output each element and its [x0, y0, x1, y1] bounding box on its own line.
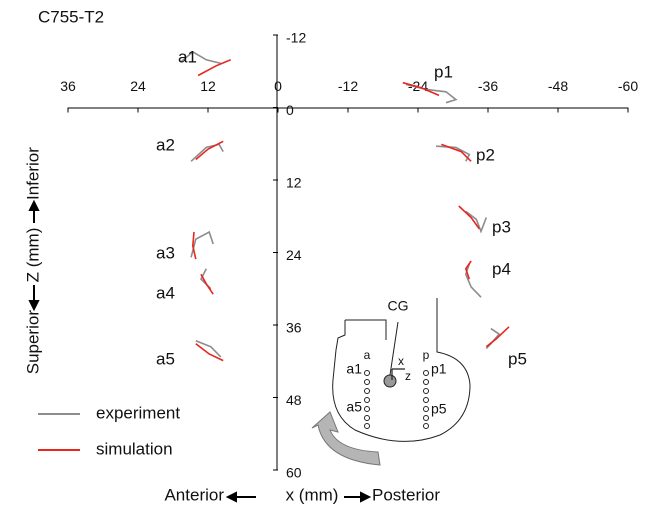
y-title-arrows: [28, 199, 40, 312]
inset-label: CG: [388, 298, 409, 314]
cg-leader: [389, 321, 399, 376]
inset-diagram: [311, 298, 471, 466]
sensor-dots: [364, 370, 429, 429]
chart-title: C755-T2: [38, 7, 104, 26]
y-tick-label: 24: [286, 247, 302, 263]
x-tick-label: -48: [548, 78, 568, 94]
point-label: a3: [156, 243, 175, 262]
x-tick-label: 36: [60, 78, 76, 94]
neck-outline: [345, 319, 387, 340]
inset-label: p1: [431, 361, 447, 377]
axes-icon: [391, 368, 405, 380]
x-tick-label: -12: [338, 78, 358, 94]
point-label: p5: [508, 349, 527, 368]
point-label: a1: [178, 47, 197, 66]
x-tick-label: 12: [200, 78, 216, 94]
rotation-arrow: [311, 411, 381, 466]
trajectory: [191, 59, 510, 362]
point-label: p4: [492, 259, 511, 278]
x-title-arrows: [225, 491, 372, 503]
point-label: a5: [156, 349, 175, 368]
y-title-top: Inferior: [23, 147, 42, 200]
trajectory: [180, 50, 501, 358]
inset-label: a: [364, 348, 371, 362]
x-title-left: Anterior: [164, 485, 224, 504]
inset-label: a1: [346, 361, 362, 377]
inset-label: x: [398, 354, 404, 368]
point-label: a4: [156, 283, 175, 302]
y-tick-label: 60: [286, 465, 302, 481]
y-tick-label: -12: [286, 30, 306, 46]
y-title-bottom: Superior: [23, 310, 42, 375]
head-outline: [332, 298, 471, 442]
inset-label: z: [405, 369, 411, 383]
inset-label: a5: [346, 399, 362, 415]
cg-marker: [383, 374, 397, 388]
x-title-right: Posterior: [372, 485, 440, 504]
y-tick-label: 48: [286, 392, 302, 408]
x-tick-label: 0: [274, 78, 282, 94]
x-tick-label: -60: [618, 78, 638, 94]
y-title: Z (mm): [23, 228, 42, 283]
point-label: p3: [492, 217, 511, 236]
y-tick-label: 36: [286, 320, 302, 336]
point-label: p2: [476, 145, 495, 164]
x-tick-label: 24: [130, 78, 146, 94]
point-label: a2: [156, 135, 175, 154]
inset-label: p: [423, 348, 430, 362]
inset-label: p5: [431, 401, 447, 417]
y-tick-label: 0: [286, 102, 294, 118]
y-title-group: Superior Z (mm) Inferior: [23, 147, 42, 375]
point-label: p1: [434, 62, 453, 81]
x-title: x (mm): [286, 485, 339, 504]
legend-label: experiment: [96, 403, 180, 422]
y-tick-label: 12: [286, 175, 302, 191]
legend-label: simulation: [96, 439, 173, 458]
x-tick-label: -36: [478, 78, 498, 94]
